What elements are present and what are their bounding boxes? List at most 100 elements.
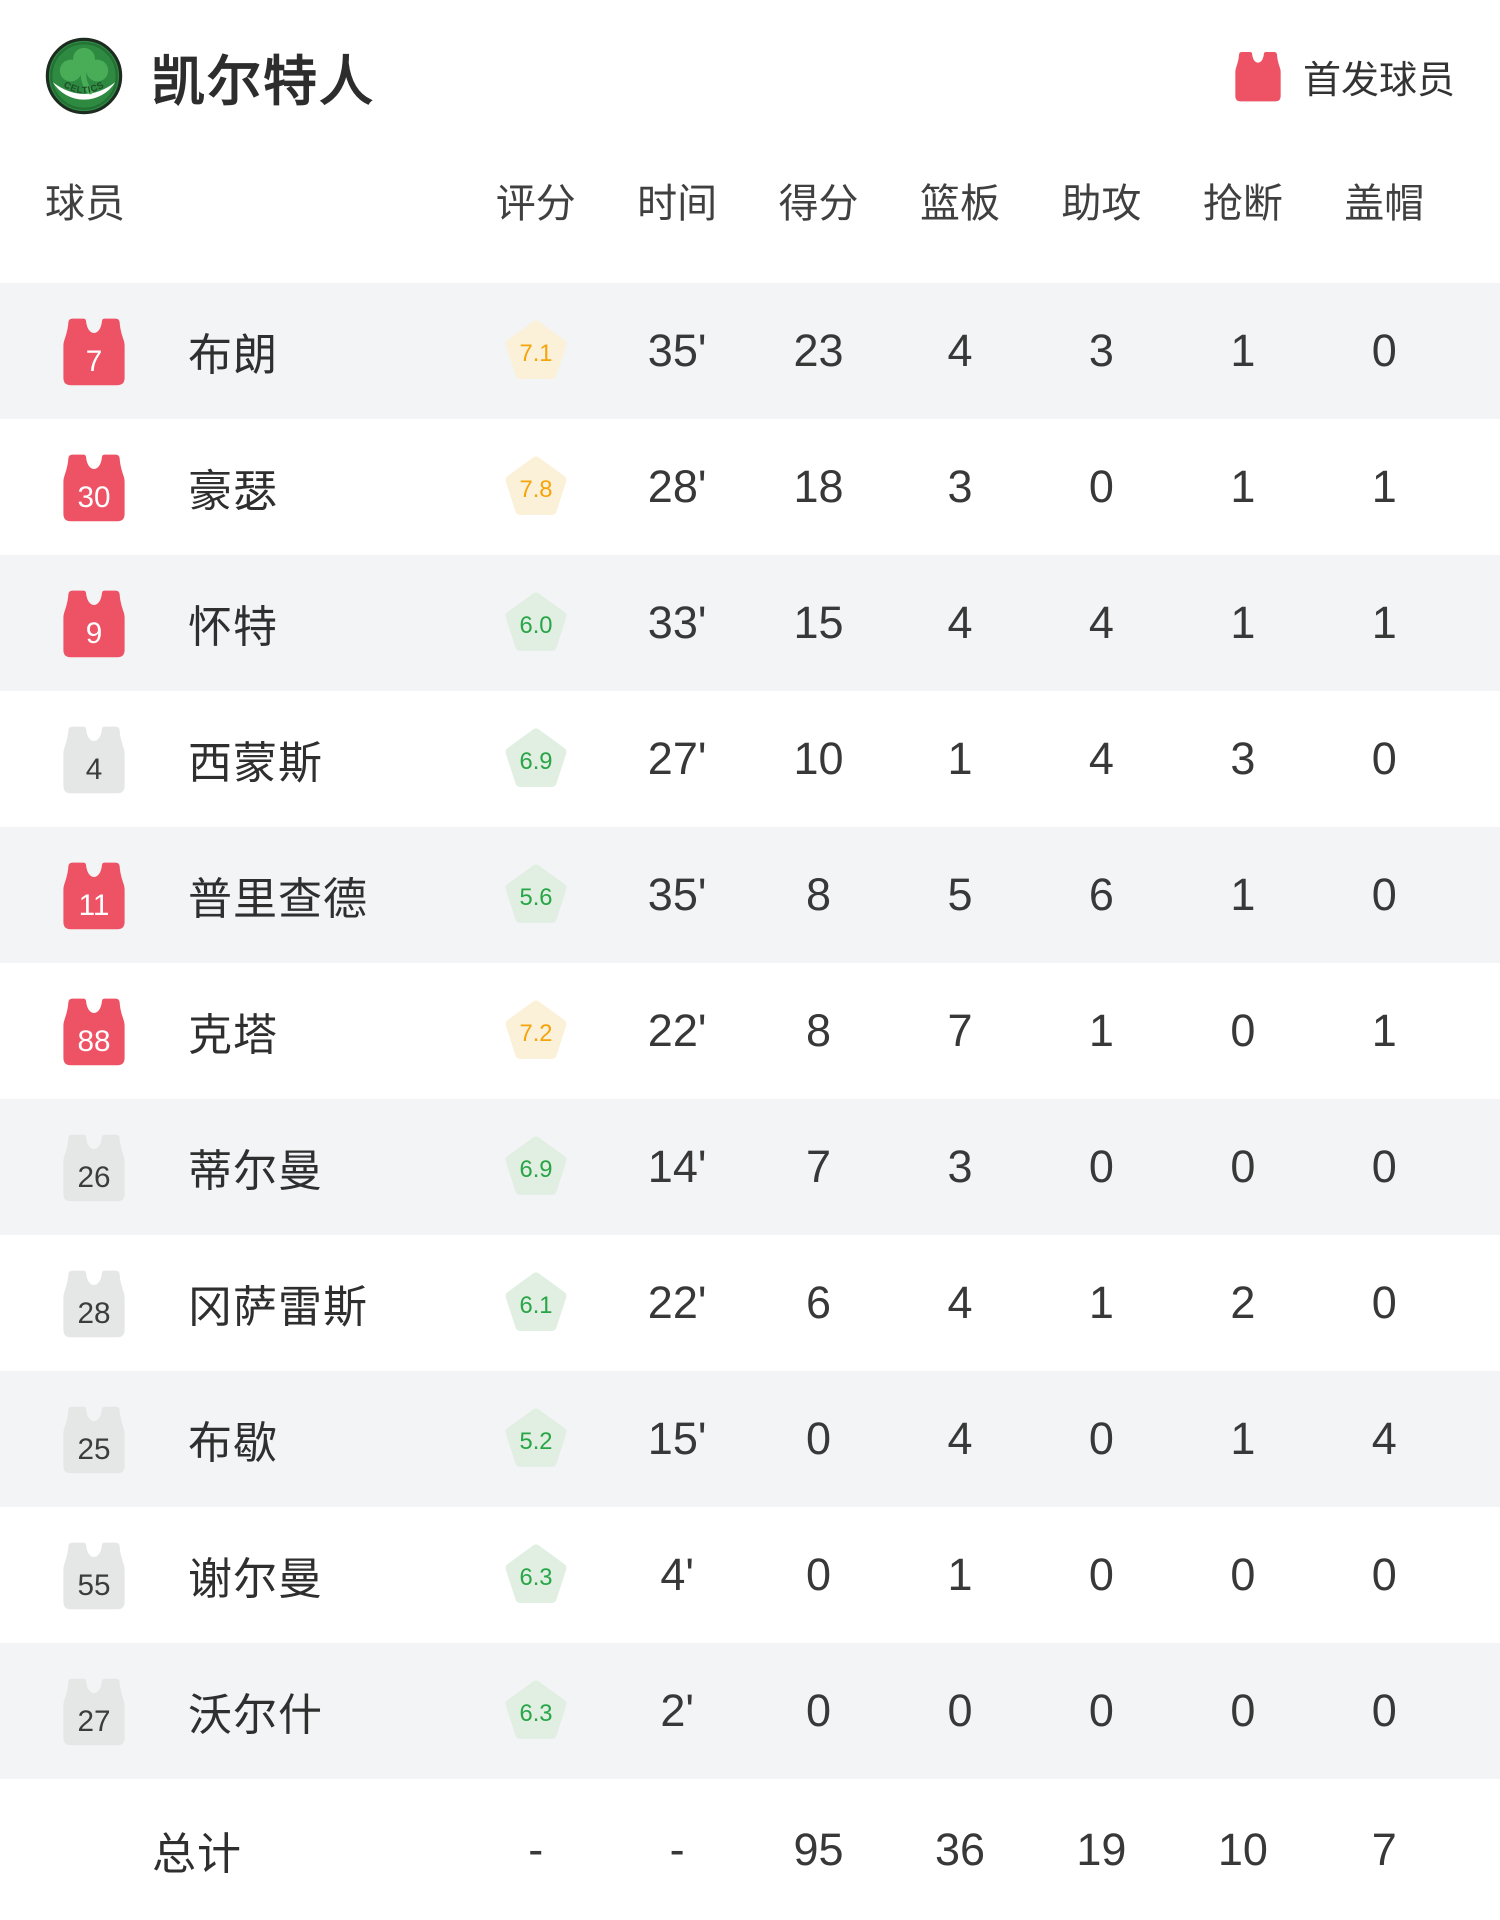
total-row: 总计 - - 95 36 19 10 7 [0, 1779, 1500, 1920]
column-header-assists: 助攻 [1061, 181, 1142, 226]
total-rating: - [528, 1823, 544, 1875]
table-header-row: 球员 评分 时间 得分 篮板 助攻 抢断 盖帽 [0, 116, 1500, 283]
player-row[interactable]: 28 冈萨雷斯 6.1 22' 6 4 1 2 0 [0, 1235, 1500, 1371]
rating-cell: 6.9 [465, 726, 606, 792]
points-cell: 10 [793, 733, 844, 784]
rating-cell: 7.8 [465, 454, 606, 520]
blocks-cell: 1 [1371, 461, 1397, 512]
jersey-number: 88 [77, 1025, 110, 1058]
table-body: 7 布朗 7.1 35' 23 4 3 1 0 30 豪瑟 7.8 [0, 283, 1500, 1779]
player-row[interactable]: 11 普里查德 5.6 35' 8 5 6 1 0 [0, 827, 1500, 963]
starter-legend-label: 首发球员 [1302, 59, 1455, 102]
rating-cell: 5.6 [465, 862, 606, 928]
player-cell: 9 怀特 [45, 585, 465, 661]
time-cell: 27' [647, 733, 707, 784]
column-header-steals: 抢断 [1202, 181, 1283, 226]
rating-cell: 5.2 [465, 1406, 606, 1472]
player-row[interactable]: 26 蒂尔曼 6.9 14' 7 3 0 0 0 [0, 1099, 1500, 1235]
assists-cell: 1 [1088, 1005, 1114, 1056]
steals-cell: 1 [1230, 1413, 1256, 1464]
assists-cell: 4 [1088, 597, 1114, 648]
total-assists: 19 [1076, 1823, 1127, 1875]
blocks-cell: 0 [1371, 869, 1397, 920]
points-cell: 23 [793, 325, 844, 376]
jersey-icon: 25 [63, 1406, 125, 1474]
rebounds-cell: 4 [947, 1277, 973, 1328]
rating-cell: 7.2 [465, 998, 606, 1064]
time-cell: 15' [647, 1413, 707, 1464]
blocks-cell: 0 [1371, 325, 1397, 376]
assists-cell: 0 [1088, 1685, 1114, 1736]
steals-cell: 0 [1230, 1141, 1256, 1192]
rating-cell: 6.9 [465, 1134, 606, 1200]
rebounds-cell: 1 [947, 733, 973, 784]
blocks-cell: 1 [1371, 1005, 1397, 1056]
rating-value: 6.9 [519, 1156, 552, 1183]
player-name: 豪瑟 [188, 467, 278, 516]
player-row[interactable]: 27 沃尔什 6.3 2' 0 0 0 0 0 [0, 1643, 1500, 1779]
player-row[interactable]: 7 布朗 7.1 35' 23 4 3 1 0 [0, 283, 1500, 419]
player-cell: 7 布朗 [45, 313, 465, 389]
blocks-cell: 0 [1371, 1277, 1397, 1328]
jersey-icon: 88 [63, 998, 125, 1066]
jersey-number: 25 [77, 1433, 110, 1466]
jersey-number: 55 [77, 1569, 110, 1602]
total-points: 95 [793, 1823, 844, 1875]
steals-cell: 1 [1230, 325, 1256, 376]
team-name: 凯尔特人 [151, 51, 375, 112]
jersey-icon: 7 [63, 318, 125, 386]
player-cell: 55 谢尔曼 [45, 1537, 465, 1613]
rating-badge: 6.9 [505, 728, 567, 787]
assists-cell: 0 [1088, 1413, 1114, 1464]
points-cell: 15 [793, 597, 844, 648]
rating-badge: 7.2 [505, 1000, 567, 1059]
player-row[interactable]: 55 谢尔曼 6.3 4' 0 1 0 0 0 [0, 1507, 1500, 1643]
player-row[interactable]: 4 西蒙斯 6.9 27' 10 1 4 3 0 [0, 691, 1500, 827]
player-name: 沃尔什 [188, 1691, 323, 1740]
player-row[interactable]: 30 豪瑟 7.8 28' 18 3 0 1 1 [0, 419, 1500, 555]
assists-cell: 0 [1088, 1549, 1114, 1600]
assists-cell: 1 [1088, 1277, 1114, 1328]
rating-value: 5.6 [519, 884, 552, 911]
total-steals: 10 [1217, 1823, 1268, 1875]
blocks-cell: 4 [1371, 1413, 1397, 1464]
rating-badge: 6.1 [505, 1272, 567, 1331]
jersey-number: 11 [79, 889, 110, 922]
column-header-points: 得分 [778, 181, 859, 226]
player-name: 谢尔曼 [188, 1555, 323, 1604]
player-cell: 4 西蒙斯 [45, 721, 465, 797]
blocks-cell: 0 [1371, 733, 1397, 784]
rating-badge: 6.9 [505, 1136, 567, 1195]
player-row[interactable]: 25 布歇 5.2 15' 0 4 0 1 4 [0, 1371, 1500, 1507]
player-row[interactable]: 88 克塔 7.2 22' 8 7 1 0 1 [0, 963, 1500, 1099]
panel-header: CELTICS 凯尔特人 首发球员 [0, 0, 1500, 116]
jersey-icon: 28 [63, 1270, 125, 1338]
column-header-player: 球员 [45, 181, 125, 226]
jersey-number: 26 [77, 1161, 110, 1194]
rating-cell: 6.1 [465, 1270, 606, 1336]
team-logo-icon: CELTICS [45, 37, 123, 115]
jersey-icon: 9 [63, 590, 125, 658]
points-cell: 7 [806, 1141, 832, 1192]
player-row[interactable]: 9 怀特 6.0 33' 15 4 4 1 1 [0, 555, 1500, 691]
time-cell: 4' [660, 1549, 694, 1600]
svg-text:CELTICS: CELTICS [62, 79, 106, 95]
rebounds-cell: 4 [947, 597, 973, 648]
jersey-number: 4 [86, 753, 103, 786]
points-cell: 0 [806, 1413, 832, 1464]
rating-cell: 7.1 [465, 318, 606, 384]
player-cell: 11 普里查德 [45, 857, 465, 933]
starter-legend: 首发球员 [1231, 48, 1455, 104]
rebounds-cell: 4 [947, 1413, 973, 1464]
player-name: 西蒙斯 [188, 739, 323, 788]
time-cell: 28' [647, 461, 707, 512]
jersey-number: 9 [86, 617, 103, 650]
time-cell: 14' [647, 1141, 707, 1192]
rebounds-cell: 7 [947, 1005, 973, 1056]
rating-value: 7.8 [519, 476, 552, 503]
player-name: 冈萨雷斯 [188, 1283, 368, 1332]
rating-badge: 5.6 [505, 864, 567, 923]
player-name: 克塔 [188, 1011, 278, 1060]
jersey-icon: 30 [63, 454, 125, 522]
